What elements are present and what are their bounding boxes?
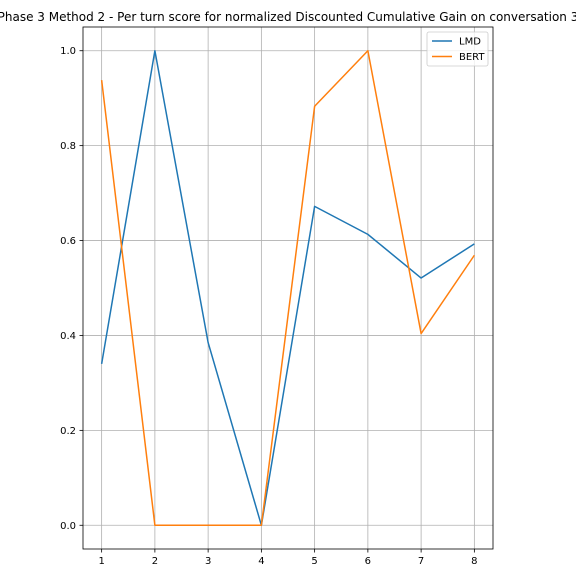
series-line-lmd (100, 49, 475, 527)
y-tick-label: 0.4 (60, 331, 76, 342)
x-tick-label: 4 (258, 556, 264, 567)
legend-label-lmd: LMD (459, 37, 481, 48)
y-tick-label: 0.2 (60, 426, 76, 437)
plot-area-frame (82, 26, 494, 550)
x-tick-label: 8 (471, 556, 477, 567)
x-tick-label: 5 (311, 556, 317, 567)
legend-label-bert: BERT (459, 52, 485, 63)
series-line-bert (100, 49, 475, 527)
y-tick-label: 0.8 (60, 141, 76, 152)
axis-ticks: 1 2 3 4 5 6 7 8 0.0 0.2 0.4 0.6 0.8 1.0 (60, 46, 477, 567)
x-tick-label: 3 (205, 556, 211, 567)
x-tick-label: 7 (418, 556, 424, 567)
y-tick-label: 1.0 (60, 46, 76, 57)
y-tick-label: 0.6 (60, 236, 76, 247)
x-tick-label: 2 (152, 556, 158, 567)
legend: LMD BERT (426, 31, 489, 67)
chart-title: Phase 3 Method 2 - Per turn score for no… (0, 10, 576, 24)
series-lines (100, 49, 475, 527)
x-tick-label: 6 (365, 556, 371, 567)
y-tick-label: 0.0 (60, 521, 76, 532)
x-tick-label: 1 (98, 556, 104, 567)
grid (83, 27, 493, 549)
